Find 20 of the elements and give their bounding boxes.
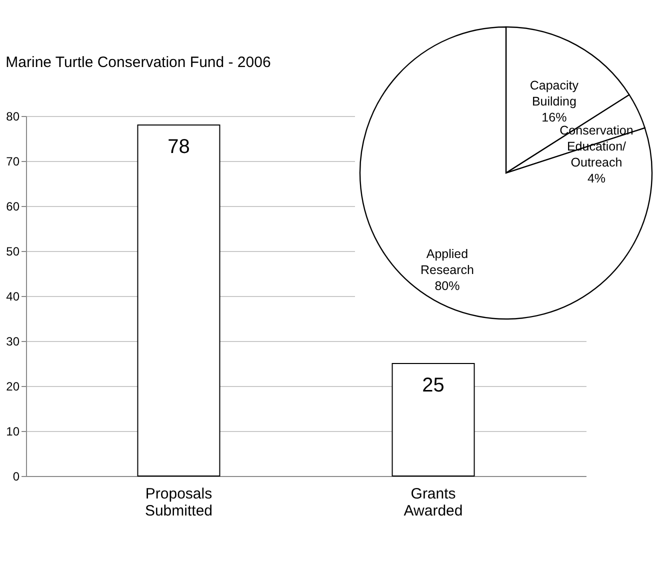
y-tick-label: 80: [6, 110, 20, 124]
data-label: 25: [422, 374, 444, 396]
y-tick-label: 0: [12, 470, 20, 484]
y-tick-label: 40: [6, 290, 20, 304]
slice-label: Capacity Building: [530, 78, 580, 108]
y-tick-label: 20: [6, 380, 20, 394]
y-tick-label: 50: [6, 244, 20, 258]
y-tick-label: 70: [6, 154, 20, 168]
data-label: 4%: [587, 171, 606, 186]
x-tick-label: Grants Awarded: [404, 486, 463, 520]
x-tick-label: Proposals Submitted: [144, 486, 212, 520]
data-label: 78: [168, 136, 190, 158]
data-label: 80%: [434, 278, 460, 293]
y-tick-label: 60: [6, 200, 20, 214]
chart-title: Marine Turtle Conservation Fund - 2006: [6, 54, 271, 71]
pie-slice: [359, 26, 652, 320]
data-label: 16%: [542, 110, 567, 124]
y-tick-label: 10: [6, 424, 20, 438]
slice-label: Applied Research: [420, 246, 474, 277]
y-tick-label: 30: [6, 334, 20, 348]
